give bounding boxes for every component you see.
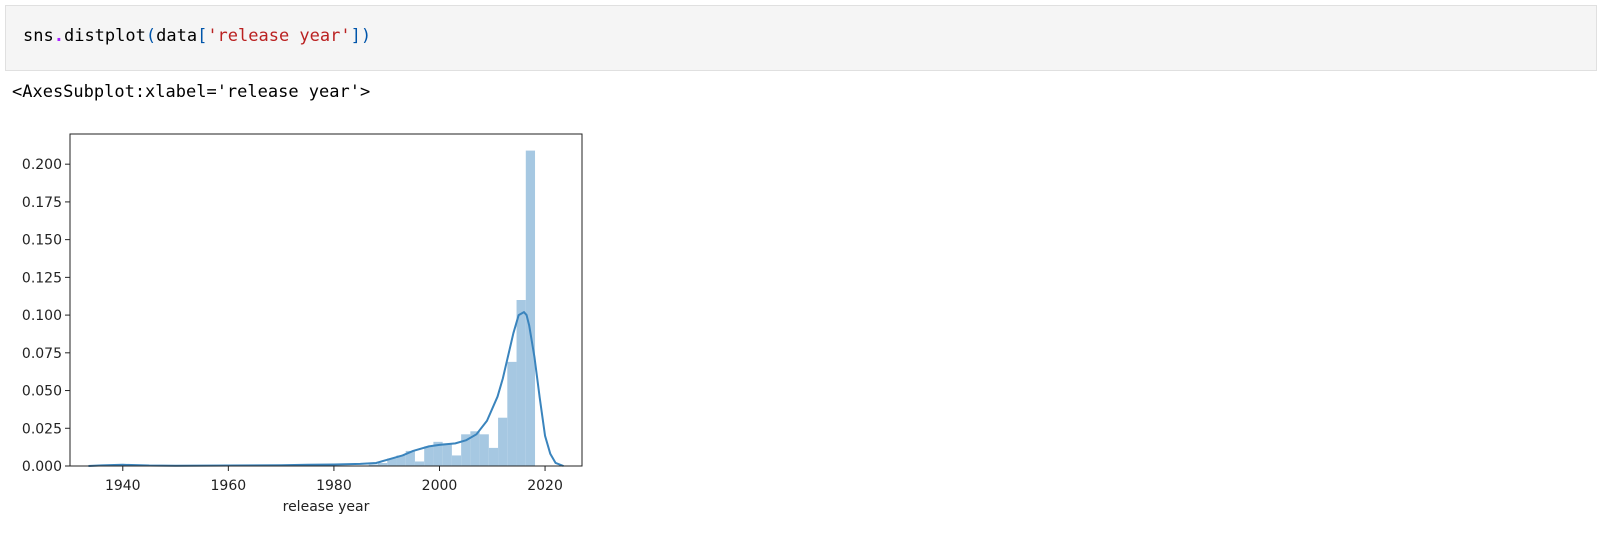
y-tick-label: 0.025	[22, 421, 62, 437]
code-token-close: ])	[350, 26, 372, 46]
histogram-bar	[516, 300, 526, 466]
histogram-bar	[387, 458, 397, 466]
code-token-dot: .	[53, 26, 64, 46]
y-tick-label: 0.000	[22, 459, 62, 475]
cell-output-text: <AxesSubplot:xlabel='release year'>	[12, 82, 371, 102]
code-token-obj: sns	[23, 26, 54, 46]
distplot-chart: 1940 1960 1980 2000 2020 0.000 0.025 0.050 0.075…	[22, 133, 583, 515]
code-token-open-bracket: [	[197, 26, 208, 46]
histogram-bar	[488, 447, 499, 466]
histogram-bar	[451, 455, 462, 466]
kde-line	[88, 311, 564, 467]
axis-ticks: 1940 1960 1980 2000 2020 0.000 0.025 0.050 0.075…	[22, 157, 563, 494]
code-token-string: 'release year'	[207, 26, 351, 46]
code-token-func: distplot	[63, 26, 146, 46]
histogram-bars	[368, 150, 536, 466]
histogram-bar	[405, 450, 415, 466]
y-tick-label: 0.200	[22, 157, 62, 173]
histogram-bar	[525, 150, 536, 466]
histogram-bar	[433, 441, 443, 466]
code-line: sns.distplot(data['release year'])	[23, 26, 371, 46]
x-tick-label: 1960	[211, 478, 247, 494]
histogram-bar	[424, 446, 434, 466]
y-tick-label: 0.175	[22, 195, 62, 211]
x-tick-label: 1980	[316, 478, 352, 494]
y-tick-label: 0.075	[22, 346, 62, 362]
histogram-bar	[414, 461, 425, 466]
y-tick-label: 0.150	[22, 233, 62, 249]
histogram-bar	[498, 417, 508, 466]
histogram-bar	[461, 434, 471, 466]
histogram-bar	[479, 434, 489, 466]
x-tick-label: 2000	[422, 478, 458, 494]
histogram-bar	[442, 443, 452, 466]
x-tick-label: 1940	[105, 478, 141, 494]
y-tick-label: 0.100	[22, 308, 62, 324]
y-tick-label: 0.050	[22, 384, 62, 400]
code-cell-input[interactable]: sns.distplot(data['release year'])	[5, 5, 1597, 71]
code-token-arg-name: data	[156, 26, 198, 46]
histogram-bar	[377, 462, 388, 466]
histogram-bar	[470, 431, 480, 466]
kde-layer	[88, 311, 564, 467]
x-axis-title: release year	[283, 499, 370, 515]
x-tick-label: 2020	[527, 478, 563, 494]
histogram-bar	[396, 455, 406, 466]
axes-frame	[69, 133, 583, 467]
histogram-bar	[507, 361, 517, 466]
histogram-bar	[368, 464, 378, 466]
y-tick-label: 0.125	[22, 270, 62, 286]
code-token-open-paren: (	[145, 26, 157, 46]
